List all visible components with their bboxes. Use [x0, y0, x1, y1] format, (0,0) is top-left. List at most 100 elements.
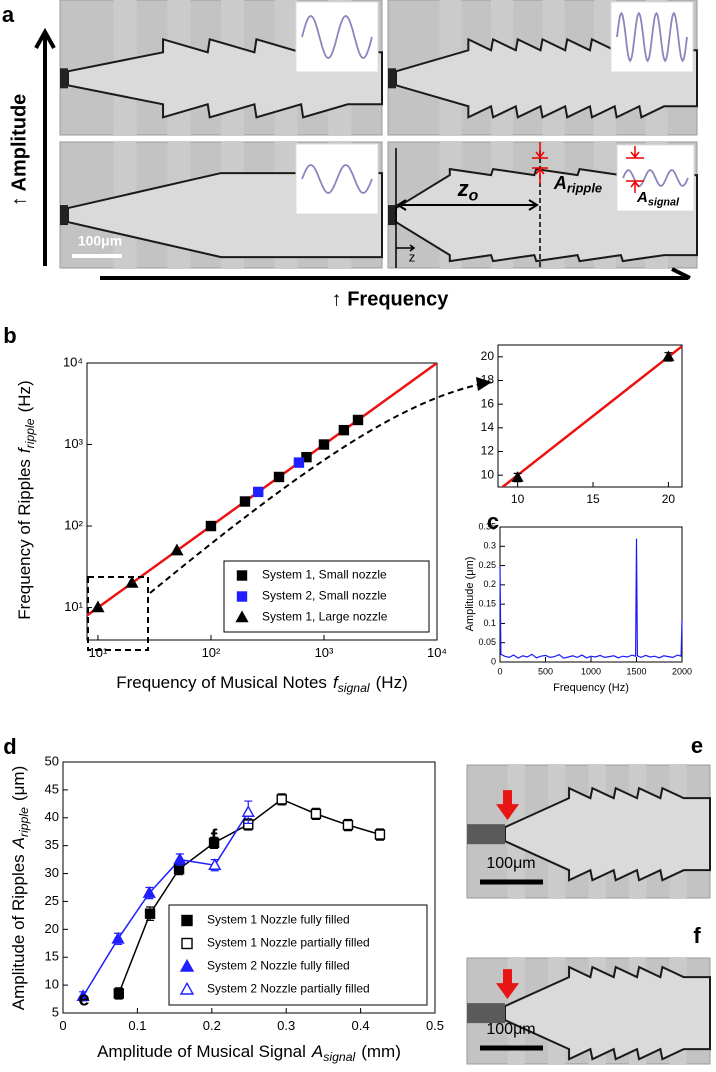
point [318, 439, 330, 450]
point [208, 837, 220, 849]
nozzle [60, 205, 68, 226]
z-axis-label: z [409, 249, 416, 264]
y-tick-label: 0.15 [478, 599, 496, 609]
y-tick-label: 12 [481, 444, 495, 458]
series-line [82, 811, 249, 997]
label-part: ripple [17, 807, 31, 837]
legend-label: System 2 Nozzle fully filled [207, 959, 350, 973]
y-tick-label: 20 [45, 921, 59, 936]
label-part: o [469, 188, 479, 205]
axis-label: Amplitude of Ripples Aripple (μm) [9, 766, 31, 1010]
point [111, 931, 125, 944]
label-part: Amplitude of Ripples [9, 854, 28, 1010]
point [374, 829, 386, 840]
point [338, 424, 350, 436]
red-arrow [496, 969, 519, 1000]
x-tick-label: 1500 [626, 666, 646, 676]
x-tick-label: 10² [202, 645, 221, 660]
label-part: Amplitude of Musical Signal [97, 1042, 306, 1061]
axis-label: Amplitude (μm) [464, 557, 476, 632]
y-tick-label: 35 [45, 837, 59, 852]
legend-marker [179, 958, 195, 972]
scale-bar-label: 100μm [78, 233, 122, 249]
point [76, 989, 90, 1002]
legend-label: System 1 Nozzle partially filled [207, 936, 370, 950]
x-tick-label: 1000 [581, 666, 601, 676]
label-part: A [636, 189, 648, 206]
label-part: ripple [23, 418, 37, 448]
label-part: A [9, 837, 28, 849]
y-tick-label: 0.3 [483, 541, 496, 551]
point [173, 852, 187, 865]
x-tick-label: 0 [59, 1018, 66, 1033]
legend-label: System 1, Large nozzle [262, 610, 388, 624]
legend-box [168, 904, 428, 1006]
annotation: f [211, 826, 218, 848]
legend-marker [236, 570, 248, 581]
legend-marker [179, 981, 195, 995]
legend-label: System 1, Small nozzle [262, 568, 387, 582]
jet [504, 965, 711, 1061]
zoom-arrow-head [476, 377, 492, 391]
y-tick-label: 40 [45, 809, 59, 824]
x-tick-label: 10⁴ [427, 645, 447, 660]
y-tick-label: 0.1 [483, 618, 496, 628]
x-tick-label: 0.4 [352, 1018, 370, 1033]
point [239, 496, 251, 507]
y-tick-label: 10⁴ [63, 354, 83, 369]
point [142, 886, 156, 898]
amplitude-arrow [34, 27, 56, 266]
waveform [301, 15, 373, 59]
nozzle [467, 824, 505, 845]
x-tick-label: 10³ [315, 645, 334, 660]
label-part: signal [648, 196, 680, 208]
y-tick-label: 0.35 [478, 521, 496, 531]
y-tick-label: 30 [45, 865, 59, 880]
point [662, 350, 675, 362]
point [352, 414, 364, 426]
legend-marker [236, 591, 248, 602]
point [170, 543, 184, 556]
y-tick-label: 10³ [64, 436, 83, 451]
y-tick-label: 16 [481, 396, 495, 410]
point [91, 600, 105, 613]
y-tick-label: 50 [45, 753, 59, 768]
label-part: ripple [567, 181, 602, 196]
point [273, 471, 285, 483]
panel-letter: a [2, 2, 15, 27]
label-part: A [311, 1042, 323, 1061]
fit-line [501, 345, 682, 487]
axis-label: Amplitude of Musical Signal Asignal (mm) [97, 1042, 401, 1064]
y-tick-label: 0.2 [483, 579, 496, 589]
y-tick-label: 5 [52, 1004, 59, 1019]
point [310, 808, 322, 820]
label-part: signal [338, 681, 370, 695]
label-part: f [333, 673, 340, 692]
label-part: (μm) [9, 766, 28, 801]
panel-letter: d [3, 734, 16, 759]
red-arrow [496, 790, 519, 821]
axis-label: Frequency (Hz) [553, 682, 629, 694]
frequency-arrow [100, 267, 691, 280]
amplitude-label: ↑ Amplitude [8, 94, 30, 207]
waveform [622, 169, 689, 187]
x-tick-label: 10¹ [89, 645, 108, 660]
series-line [499, 538, 683, 659]
point [144, 908, 156, 919]
zoom-box [87, 576, 149, 651]
axis-label: Frequency of Musical Notes fsignal (Hz) [116, 673, 408, 695]
x-tick-label: 15 [586, 492, 600, 506]
label-part: z [457, 176, 469, 201]
y-tick-label: 18 [481, 373, 495, 387]
point [301, 451, 312, 463]
annotation: e [78, 988, 89, 1010]
label-part: (Hz) [376, 673, 408, 692]
nozzle [60, 68, 68, 89]
zoom-arrow [149, 382, 487, 594]
nozzle [467, 1003, 505, 1024]
y-tick-label: 15 [45, 949, 59, 964]
axis-label: Aripple [553, 173, 602, 196]
panel-letter: b [3, 323, 16, 348]
x-tick-label: 500 [538, 666, 553, 676]
